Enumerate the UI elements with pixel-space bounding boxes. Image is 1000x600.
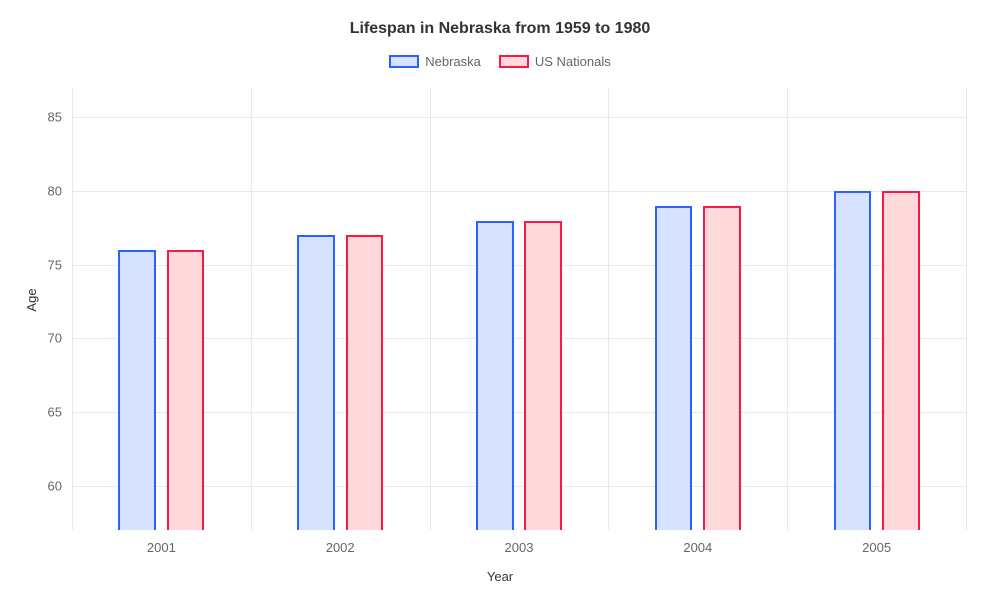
- gridline-vertical: [608, 88, 609, 530]
- chart-container: Lifespan in Nebraska from 1959 to 1980 N…: [0, 0, 1000, 600]
- x-tick-label: 2003: [505, 530, 534, 555]
- legend-item-us-nationals: US Nationals: [499, 54, 611, 69]
- gridline-vertical: [430, 88, 431, 530]
- y-tick-label: 60: [48, 478, 72, 493]
- y-tick-label: 80: [48, 184, 72, 199]
- x-tick-label: 2002: [326, 530, 355, 555]
- legend-swatch-nebraska: [389, 55, 419, 68]
- legend: Nebraska US Nationals: [0, 54, 1000, 69]
- y-tick-label: 85: [48, 110, 72, 125]
- legend-swatch-us-nationals: [499, 55, 529, 68]
- gridline-horizontal: [72, 265, 966, 266]
- bar: [655, 206, 693, 530]
- y-axis-label: Age: [24, 288, 39, 311]
- bar: [834, 191, 872, 530]
- gridline-vertical: [787, 88, 788, 530]
- y-tick-label: 65: [48, 405, 72, 420]
- y-tick-label: 75: [48, 257, 72, 272]
- y-tick-label: 70: [48, 331, 72, 346]
- x-tick-label: 2001: [147, 530, 176, 555]
- x-axis-label: Year: [0, 569, 1000, 584]
- gridline-vertical: [251, 88, 252, 530]
- legend-item-nebraska: Nebraska: [389, 54, 481, 69]
- gridline-horizontal: [72, 412, 966, 413]
- x-tick-label: 2005: [862, 530, 891, 555]
- gridline-horizontal: [72, 338, 966, 339]
- bar: [703, 206, 741, 530]
- bar: [882, 191, 920, 530]
- bar: [476, 221, 514, 530]
- bar: [346, 235, 384, 530]
- chart-title: Lifespan in Nebraska from 1959 to 1980: [0, 20, 1000, 38]
- gridline-horizontal: [72, 191, 966, 192]
- gridline-horizontal: [72, 486, 966, 487]
- legend-label-us-nationals: US Nationals: [535, 54, 611, 69]
- legend-label-nebraska: Nebraska: [425, 54, 481, 69]
- gridline-horizontal: [72, 117, 966, 118]
- bar: [297, 235, 335, 530]
- bar: [118, 250, 156, 530]
- gridline-vertical: [72, 88, 73, 530]
- gridline-vertical: [966, 88, 967, 530]
- bar: [167, 250, 205, 530]
- plot-area: 60657075808520012002200320042005: [72, 88, 966, 530]
- bar: [524, 221, 562, 530]
- x-tick-label: 2004: [683, 530, 712, 555]
